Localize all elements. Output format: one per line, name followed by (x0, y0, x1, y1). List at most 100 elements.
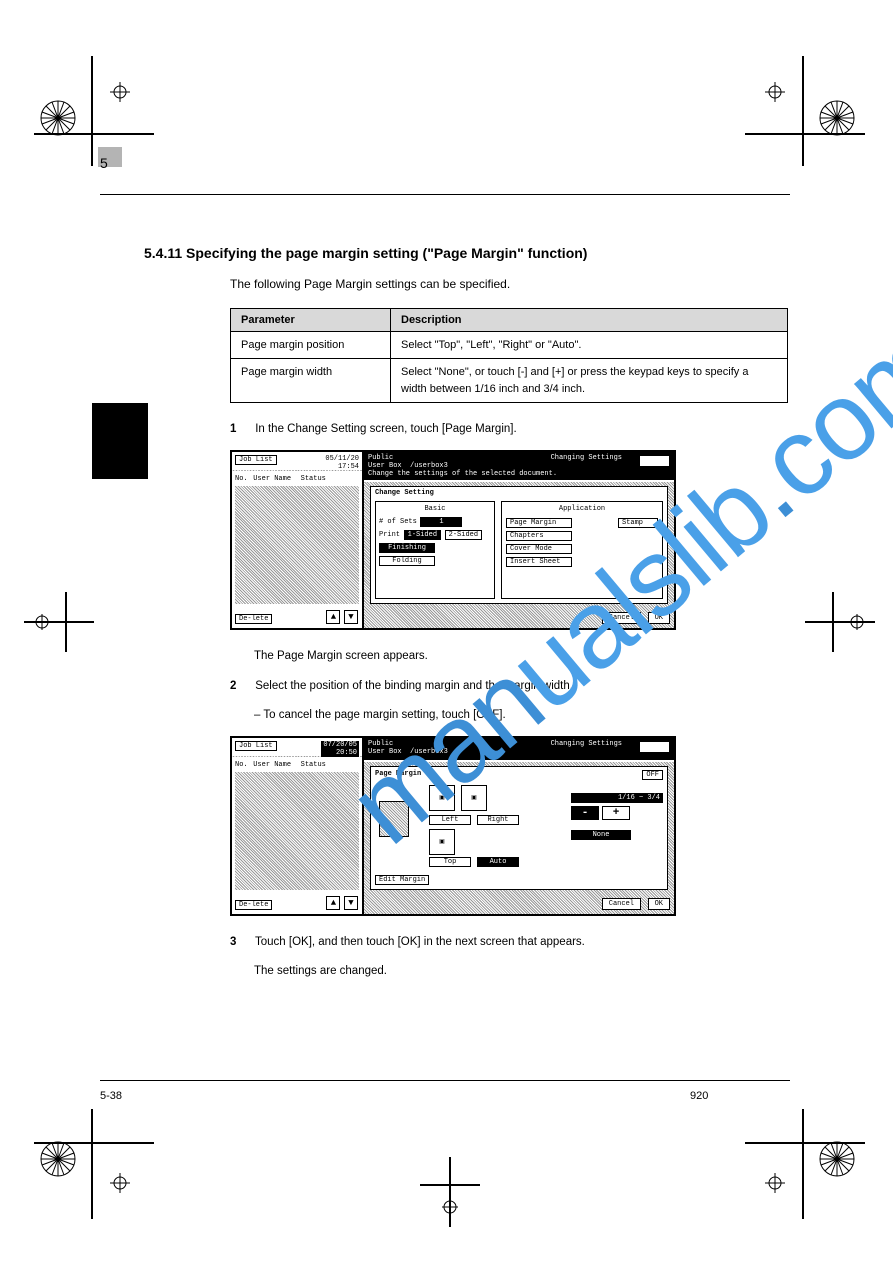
intro-paragraph: The following Page Margin settings can b… (230, 275, 790, 294)
basic-label: Basic (379, 505, 491, 513)
step-number: 3 (230, 934, 252, 951)
footer-page-number: 5-38 (100, 1090, 122, 1102)
table-row: Page margin position Select "Top", "Left… (231, 331, 788, 359)
step-number: 2 (230, 678, 252, 695)
none-button[interactable]: None (571, 830, 631, 840)
page-body: 5 5.4.11 Specifying the page margin sett… (100, 155, 790, 993)
scroll-down-icon[interactable]: ▼ (344, 610, 358, 624)
section-title: 5.4.11 Specifying the page margin settin… (144, 245, 790, 261)
step2-sub: – To cancel the page margin setting, tou… (254, 707, 790, 724)
step-2: 2 Select the position of the binding mar… (230, 678, 790, 695)
crop-mark-top-left (34, 56, 154, 166)
changing-label: Changing Settings (551, 740, 622, 748)
print-label: Print (379, 531, 400, 539)
sets-value[interactable]: 1 (420, 517, 462, 527)
delete-button[interactable]: De-lete (235, 614, 272, 624)
step-text: Touch [OK], and then touch [OK] in the n… (255, 936, 585, 948)
job-list-tab[interactable]: Job List (235, 455, 277, 465)
breadcrumb: /userbox3 (410, 462, 448, 470)
minus-button[interactable]: - (571, 806, 599, 820)
table-cell: Page margin position (231, 331, 391, 359)
left-button[interactable]: Left (429, 815, 471, 825)
crop-mark-top-right (745, 56, 865, 166)
table-cell: Page margin width (231, 359, 391, 403)
crop-mark-bottom-right (745, 1109, 865, 1219)
screenshot-page-margin: Job List 07/20/05 20:50 No. User Name St… (230, 736, 676, 916)
margin-right-preview-icon: ▣ (461, 785, 487, 811)
ok-button[interactable]: OK (648, 612, 670, 624)
table-header-description: Description (391, 308, 788, 331)
breadcrumb: Public (368, 454, 393, 462)
finishing-button[interactable]: Finishing (379, 543, 435, 553)
chapters-button[interactable]: Chapters (506, 531, 572, 541)
page-preview-icon (379, 801, 409, 837)
plus-button[interactable]: + (602, 806, 630, 820)
cancel-button[interactable]: Cancel (602, 898, 641, 910)
two-sided-button[interactable]: 2-Sided (445, 530, 482, 540)
table-cell: Select "None", or touch [-] and [+] or p… (391, 359, 788, 403)
instruction-text: Change the settings of the selected docu… (368, 470, 670, 478)
delete-button[interactable]: De-lete (235, 900, 272, 910)
step-3: 3 Touch [OK], and then touch [OK] in the… (230, 934, 790, 951)
close-button[interactable]: Close (639, 455, 670, 467)
col-user: User Name (253, 475, 291, 483)
shot-time: 17:54 (338, 463, 359, 471)
footer-rule (100, 1080, 790, 1081)
auto-button[interactable]: Auto (477, 857, 519, 867)
off-button[interactable]: OFF (642, 770, 663, 780)
one-sided-button[interactable]: 1-Sided (404, 530, 441, 540)
col-status: Status (301, 761, 326, 769)
margin-top-preview-icon: ▣ (429, 829, 455, 855)
application-label: Application (505, 505, 659, 513)
breadcrumb: /userbox3 (410, 748, 448, 756)
shot-date: 07/20/05 (323, 741, 357, 749)
right-button[interactable]: Right (477, 815, 519, 825)
col-no: No. (235, 475, 248, 483)
breadcrumb: Public (368, 740, 393, 748)
step-text: In the Change Setting screen, touch [Pag… (255, 423, 516, 435)
shot-time: 20:50 (336, 749, 357, 757)
insert-sheet-button[interactable]: Insert Sheet (506, 557, 572, 567)
change-setting-label: Change Setting (371, 487, 667, 499)
step-1: 1 In the Change Setting screen, touch [P… (230, 421, 790, 438)
cancel-button[interactable]: Cancel (602, 612, 641, 624)
step-text: Select the position of the binding margi… (255, 680, 573, 692)
breadcrumb: User Box (368, 462, 402, 470)
col-user: User Name (253, 761, 291, 769)
step-number: 1 (230, 421, 252, 438)
scroll-down-icon[interactable]: ▼ (344, 896, 358, 910)
screenshot-change-setting: Job List 05/11/20 17:54 No. User Name St… (230, 450, 676, 630)
sets-label: # of Sets (379, 518, 417, 526)
page-margin-button[interactable]: Page Margin (506, 518, 572, 528)
section-heading: Specifying the page margin setting ("Pag… (186, 245, 587, 261)
col-status: Status (301, 475, 326, 483)
margin-left-preview-icon: ▣ (429, 785, 455, 811)
crop-mark-bottom-left (34, 1109, 154, 1219)
edit-margin-button[interactable]: Edit Margin (375, 875, 429, 885)
section-number: 5.4.11 (144, 245, 182, 261)
scroll-up-icon[interactable]: ▲ (326, 896, 340, 910)
range-label: 1/16 ~ 3/4 (571, 793, 663, 803)
close-button[interactable]: Close (639, 741, 670, 753)
stamp-button[interactable]: Stamp (618, 518, 658, 528)
cover-mode-button[interactable]: Cover Mode (506, 544, 572, 554)
col-no: No. (235, 761, 248, 769)
shot-date: 05/11/20 (325, 455, 359, 463)
table-cell: Select "Top", "Left", "Right" or "Auto". (391, 331, 788, 359)
page-header: 5 (100, 155, 790, 195)
crop-mark-mid-left (24, 592, 94, 652)
job-list-tab[interactable]: Job List (235, 741, 277, 751)
top-button[interactable]: Top (429, 857, 471, 867)
page-margin-title: Page Margin (371, 767, 667, 781)
folding-button[interactable]: Folding (379, 556, 435, 566)
footer-model: 920 (690, 1090, 708, 1102)
chapter-side-tab (92, 403, 148, 479)
scroll-up-icon[interactable]: ▲ (326, 610, 340, 624)
breadcrumb: User Box (368, 748, 402, 756)
table-row: Page margin width Select "None", or touc… (231, 359, 788, 403)
changing-label: Changing Settings (551, 454, 622, 462)
table-header-parameter: Parameter (231, 308, 391, 331)
ok-button[interactable]: OK (648, 898, 670, 910)
step1-result: The Page Margin screen appears. (254, 648, 790, 665)
crop-mark-bottom-center (420, 1157, 480, 1227)
